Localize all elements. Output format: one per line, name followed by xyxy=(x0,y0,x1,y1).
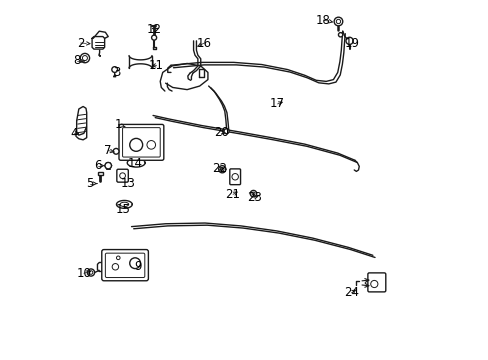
Text: 19: 19 xyxy=(344,37,359,50)
Text: 9: 9 xyxy=(134,260,141,273)
Circle shape xyxy=(87,269,94,276)
Text: 7: 7 xyxy=(104,144,112,157)
Circle shape xyxy=(250,190,256,197)
Text: 23: 23 xyxy=(246,191,262,204)
FancyBboxPatch shape xyxy=(229,169,240,185)
Text: 16: 16 xyxy=(197,36,211,50)
Text: 11: 11 xyxy=(149,59,164,72)
FancyBboxPatch shape xyxy=(122,128,160,157)
Circle shape xyxy=(105,162,111,169)
Circle shape xyxy=(129,138,142,151)
FancyBboxPatch shape xyxy=(367,273,385,292)
Bar xyxy=(98,172,102,175)
Text: 15: 15 xyxy=(116,203,130,216)
FancyBboxPatch shape xyxy=(102,249,148,281)
Circle shape xyxy=(336,19,340,24)
Circle shape xyxy=(120,173,125,179)
Circle shape xyxy=(113,148,119,154)
FancyBboxPatch shape xyxy=(117,169,128,182)
Text: 5: 5 xyxy=(86,177,93,190)
Circle shape xyxy=(112,264,119,270)
Text: 18: 18 xyxy=(315,14,330,27)
Circle shape xyxy=(151,35,156,40)
Text: 22: 22 xyxy=(211,162,226,175)
Circle shape xyxy=(231,174,238,180)
Circle shape xyxy=(112,67,117,72)
Circle shape xyxy=(147,140,155,149)
FancyBboxPatch shape xyxy=(119,125,163,160)
Text: 8: 8 xyxy=(73,54,80,67)
Text: 21: 21 xyxy=(225,188,240,201)
Text: 10: 10 xyxy=(76,267,91,280)
Circle shape xyxy=(89,271,93,274)
Text: 2: 2 xyxy=(77,36,84,50)
Text: 1: 1 xyxy=(114,118,122,131)
Circle shape xyxy=(129,258,140,269)
Text: 3: 3 xyxy=(113,66,120,79)
Text: 20: 20 xyxy=(213,126,228,139)
Circle shape xyxy=(346,37,352,44)
Circle shape xyxy=(116,256,120,260)
Text: 24: 24 xyxy=(343,287,358,300)
Text: 6: 6 xyxy=(94,159,102,172)
Circle shape xyxy=(251,192,254,195)
Circle shape xyxy=(338,33,342,37)
Text: 14: 14 xyxy=(127,157,142,170)
Text: 17: 17 xyxy=(269,98,285,111)
Text: 13: 13 xyxy=(120,177,135,190)
FancyBboxPatch shape xyxy=(105,253,144,278)
Circle shape xyxy=(80,53,89,63)
Circle shape xyxy=(220,167,224,171)
Text: 4: 4 xyxy=(70,127,78,140)
Circle shape xyxy=(82,55,87,60)
Circle shape xyxy=(370,280,377,288)
Circle shape xyxy=(224,129,228,134)
Text: 12: 12 xyxy=(146,23,162,36)
Circle shape xyxy=(333,17,342,26)
